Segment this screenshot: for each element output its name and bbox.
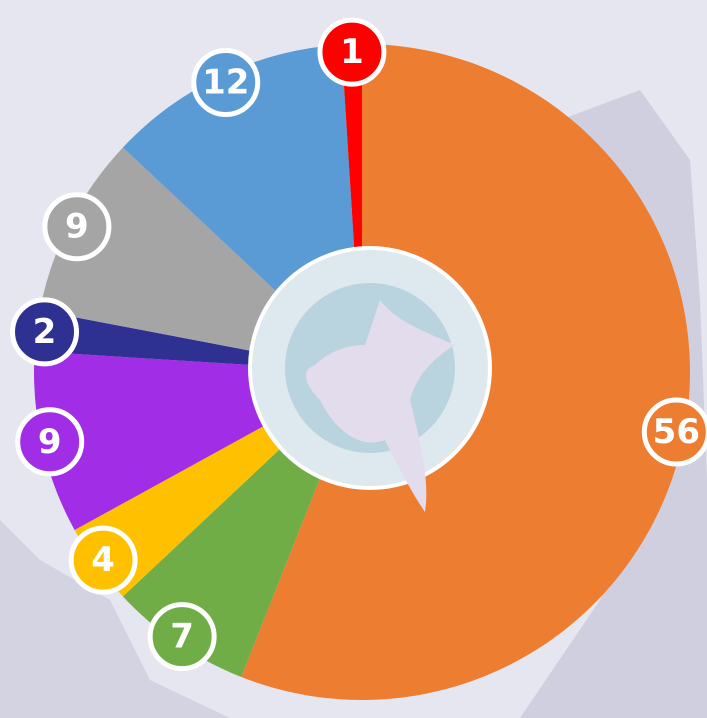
label-badge: [42, 192, 112, 262]
data-label: 2: [33, 312, 57, 352]
label-badge: [10, 297, 80, 367]
map-shape: [0, 520, 230, 718]
data-label: 4: [91, 540, 115, 580]
label-badge: [15, 407, 85, 477]
center-emblem: [248, 246, 492, 512]
data-label: 7: [170, 617, 194, 657]
labels: 56 7 4 9 2 9 12 1: [10, 17, 707, 672]
data-label: 56: [653, 412, 700, 452]
data-label: 1: [340, 32, 364, 72]
dove: [305, 300, 455, 512]
data-label: 9: [65, 207, 89, 247]
label-badge: [191, 47, 261, 117]
label-badge: [68, 525, 138, 595]
label-badge: [641, 397, 707, 467]
data-label: 9: [38, 422, 62, 462]
label-badge: [147, 602, 217, 672]
label-badge: [317, 17, 387, 87]
data-label: 12: [202, 62, 249, 102]
